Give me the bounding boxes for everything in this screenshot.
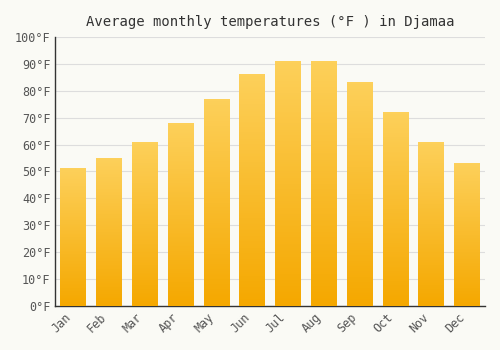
Title: Average monthly temperatures (°F ) in Djamaa: Average monthly temperatures (°F ) in Dj… [86, 15, 455, 29]
